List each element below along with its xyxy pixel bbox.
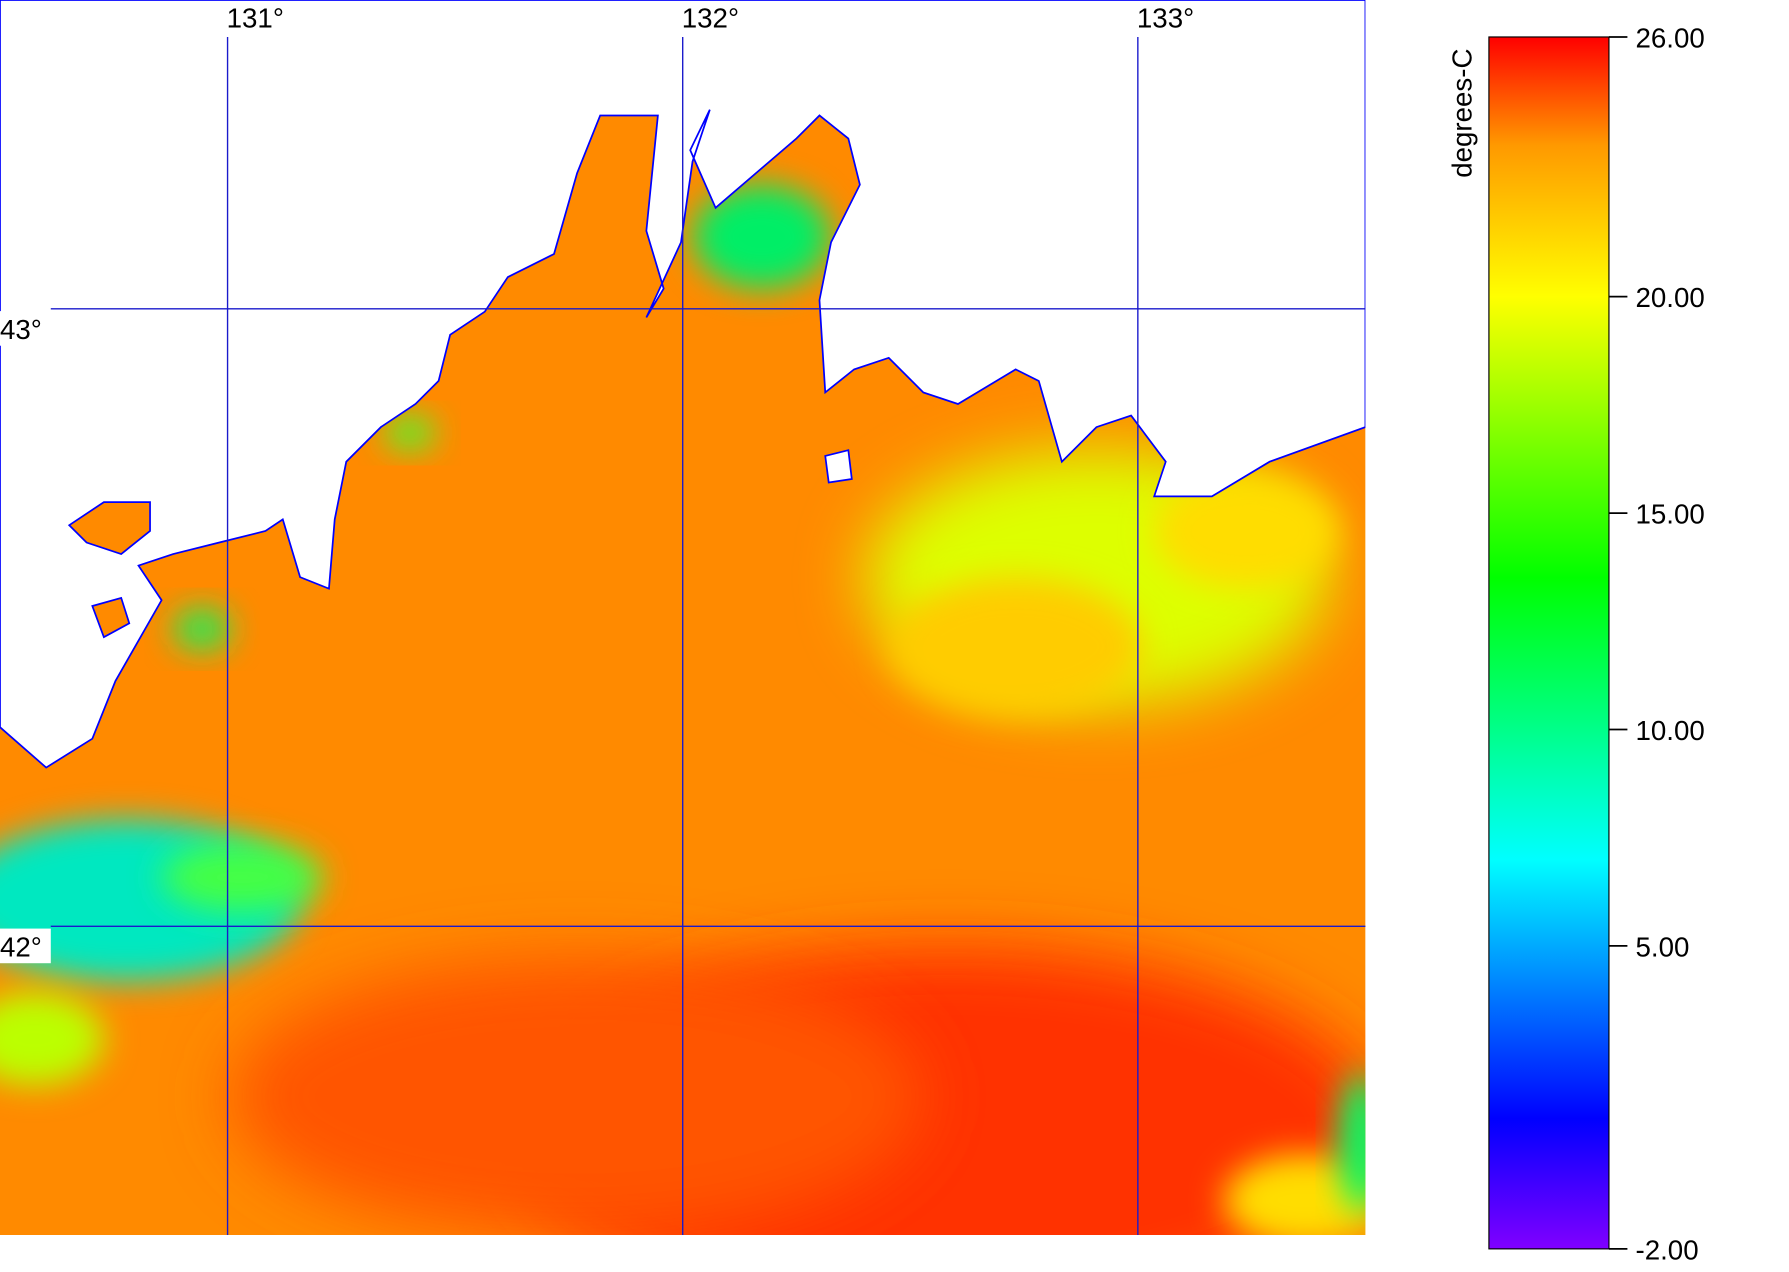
colorbar-tick-label: 15.00 xyxy=(1635,498,1704,529)
island xyxy=(91,596,131,639)
lon-label: 131° xyxy=(227,3,284,34)
lat-label: 43° xyxy=(0,314,42,345)
colorbar-scale xyxy=(1488,36,1610,1250)
lon-label: 132° xyxy=(682,3,739,34)
sst-field xyxy=(0,0,1366,1236)
colorbar-tick-label: 5.00 xyxy=(1635,931,1689,962)
colorbar-tick-label: 26.00 xyxy=(1635,22,1704,53)
island xyxy=(67,501,151,556)
graticule: 131° 132° 133° 43° 42° xyxy=(0,3,1366,1236)
colorbar-tick-label: -2.00 xyxy=(1635,1234,1698,1265)
colorbar-tick-label: 10.00 xyxy=(1635,715,1704,746)
colorbar-label: degrees-C xyxy=(1447,49,1478,178)
colorbar-tick-label: 20.00 xyxy=(1635,282,1704,313)
lon-label: 133° xyxy=(1137,3,1194,34)
colorbar: degrees-C 26.00 20.00 15.00 10.00 5.00 -2.00 xyxy=(1447,22,1705,1265)
lat-label: 42° xyxy=(0,931,42,962)
lat-label-bg xyxy=(0,928,51,964)
lake xyxy=(824,449,853,484)
land xyxy=(0,0,1366,769)
lat-label-bg xyxy=(0,311,51,346)
